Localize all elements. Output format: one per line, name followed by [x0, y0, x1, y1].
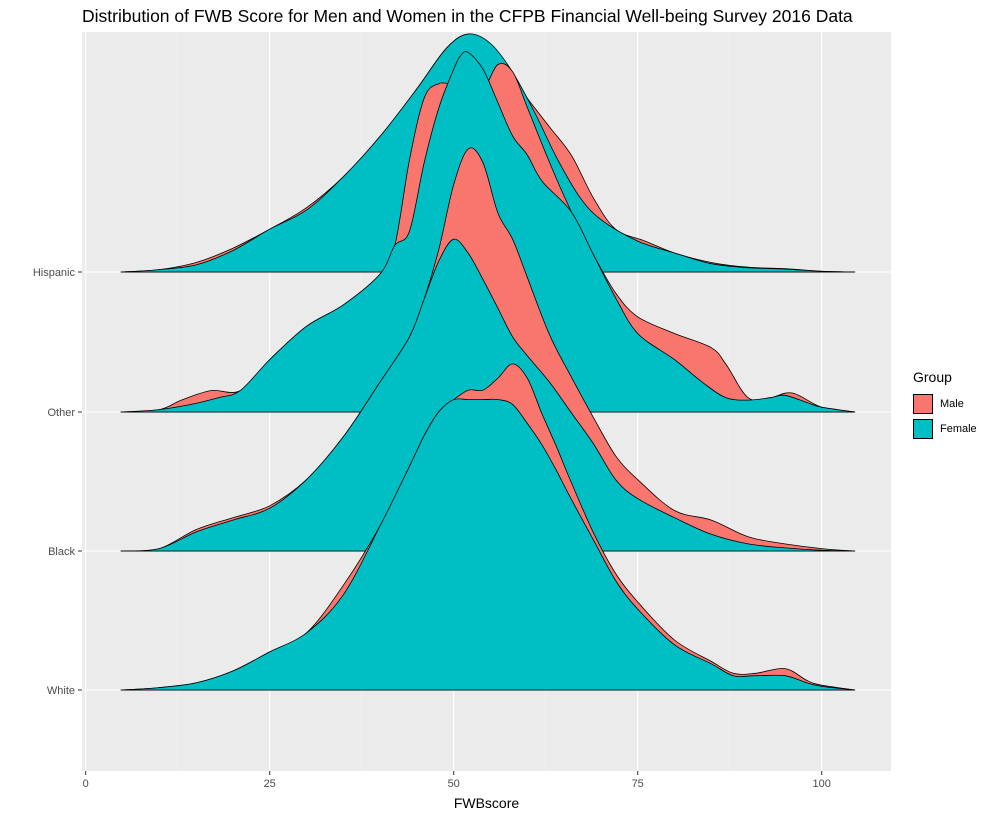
y-tick-label: Hispanic [33, 267, 76, 279]
x-axis-title: FWBscore [454, 795, 520, 811]
y-tick-label: Other [47, 407, 75, 419]
y-tick-label: White [47, 685, 75, 697]
x-tick-label: 100 [813, 778, 831, 790]
density-ridge-white-female [120, 398, 856, 691]
legend-key-male [913, 393, 933, 414]
legend-key-female [913, 418, 933, 439]
legend-item-male: Male [913, 391, 977, 416]
chart-title: Distribution of FWB Score for Men and Wo… [82, 6, 853, 26]
y-tick-label: Black [48, 546, 75, 558]
x-tick-label: 50 [448, 778, 460, 790]
ridgeline-layer [120, 33, 856, 691]
legend-item-female: Female [913, 416, 977, 441]
legend-label-male: Male [940, 397, 964, 410]
legend: Group Male Female [913, 369, 977, 441]
axis-layer: 0 25 50 75 100 White Black Other Hispanic [33, 267, 831, 790]
x-tick-label: 25 [264, 778, 276, 790]
x-tick-label: 0 [83, 778, 89, 790]
x-tick-label: 75 [632, 778, 644, 790]
legend-label-female: Female [940, 422, 977, 435]
legend-title: Group [913, 369, 952, 385]
